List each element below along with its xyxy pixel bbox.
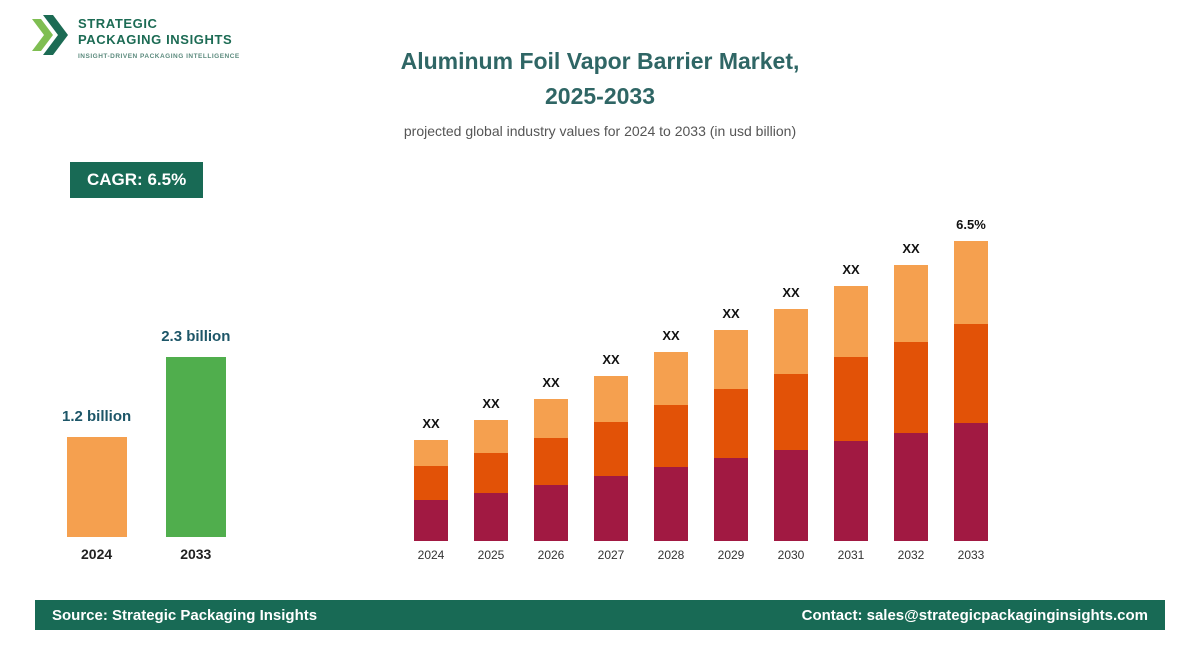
footer-source: Source: Strategic Packaging Insights	[52, 606, 318, 624]
middle-segment	[414, 466, 448, 500]
title-block: Aluminum Foil Vapor Barrier Market, 2025…	[290, 44, 910, 139]
bar-year-label: 2030	[777, 548, 805, 562]
bar-group: XX 2026	[534, 375, 568, 562]
bar-year-label: 2031	[837, 548, 865, 562]
middle-segment	[474, 453, 508, 493]
bar-year-label: 2024	[417, 548, 445, 562]
logo: STRATEGIC PACKAGING INSIGHTS INSIGHT-DRI…	[32, 14, 240, 60]
mini-bar-group: 1.2 billion 2024	[62, 408, 131, 562]
middle-segment	[594, 422, 628, 476]
summary-bar-chart: 1.2 billion 2024 2.3 billion 2033	[62, 328, 230, 562]
bar-group: 6.5% 2033	[954, 217, 988, 562]
middle-segment	[894, 342, 928, 433]
bar-year-label: 2029	[717, 548, 745, 562]
top-segment	[474, 420, 508, 453]
bar-value-label: XX	[782, 285, 800, 300]
bar-value-label: XX	[662, 328, 680, 343]
bar-stack	[714, 330, 748, 541]
middle-segment	[954, 324, 988, 423]
footer-bar: Source: Strategic Packaging Insights Con…	[35, 600, 1165, 630]
logo-text: STRATEGIC PACKAGING INSIGHTS INSIGHT-DRI…	[78, 14, 240, 60]
bar-group: XX 2030	[774, 285, 808, 562]
top-segment	[414, 440, 448, 466]
bottom-segment	[954, 423, 988, 541]
bar-year-label: 2028	[657, 548, 685, 562]
stacked-bar-chart: XX 2024 XX 2025 XX 2026 XX 2027 XX 2028 XX 2029 XX 20…	[414, 217, 988, 562]
bar-stack	[774, 309, 808, 541]
bar-group: XX 2031	[834, 262, 868, 562]
middle-segment	[654, 405, 688, 467]
bar-stack	[534, 399, 568, 541]
mini-year-label: 2024	[81, 546, 113, 562]
bar-value-label: XX	[902, 241, 920, 256]
bottom-segment	[714, 458, 748, 541]
mini-value-label: 1.2 billion	[62, 408, 132, 425]
top-segment	[774, 309, 808, 374]
bar-stack	[414, 440, 448, 541]
bottom-segment	[414, 500, 448, 541]
bottom-segment	[534, 485, 568, 541]
bar-group: XX 2027	[594, 352, 628, 562]
bar-year-label: 2032	[897, 548, 925, 562]
footer-contact: Contact: sales@strategicpackaginginsight…	[801, 606, 1148, 624]
logo-line2: PACKAGING INSIGHTS	[78, 32, 233, 47]
middle-segment	[534, 438, 568, 485]
top-segment	[594, 376, 628, 422]
mini-bar-group: 2.3 billion 2033	[161, 328, 230, 562]
middle-segment	[714, 389, 748, 458]
logo-chevron-icon	[32, 15, 68, 55]
bar-year-label: 2025	[477, 548, 505, 562]
bar-stack	[894, 265, 928, 541]
top-segment	[894, 265, 928, 342]
bar-year-label: 2033	[957, 548, 985, 562]
page-title-line2: 2025-2033	[545, 83, 655, 109]
bar-group: XX 2032	[894, 241, 928, 562]
cagr-badge: CAGR: 6.5%	[70, 162, 204, 198]
bar-year-label: 2026	[537, 548, 565, 562]
bottom-segment	[654, 467, 688, 541]
mini-year-label: 2033	[180, 546, 212, 562]
logo-tagline: INSIGHT-DRIVEN PACKAGING INTELLIGENCE	[78, 53, 240, 60]
mini-bar	[66, 437, 127, 537]
bottom-segment	[894, 433, 928, 541]
bar-value-label: XX	[842, 262, 860, 277]
top-segment	[954, 241, 988, 324]
bar-stack	[474, 420, 508, 541]
bar-value-label: XX	[422, 416, 440, 431]
top-segment	[834, 286, 868, 357]
bar-stack	[834, 286, 868, 541]
page-title-line1: Aluminum Foil Vapor Barrier Market,	[400, 48, 800, 74]
bar-year-label: 2027	[597, 548, 625, 562]
bar-group: XX 2024	[414, 416, 448, 562]
bottom-segment	[594, 476, 628, 541]
bar-stack	[654, 352, 688, 541]
logo-line1: STRATEGIC	[78, 16, 158, 31]
bar-value-label: XX	[482, 396, 500, 411]
page-subtitle: projected global industry values for 202…	[403, 123, 797, 139]
bar-group: XX 2028	[654, 328, 688, 562]
middle-segment	[834, 357, 868, 441]
top-segment	[534, 399, 568, 438]
bottom-segment	[474, 493, 508, 541]
bar-value-label: XX	[542, 375, 560, 390]
bar-value-label: 6.5%	[956, 217, 986, 232]
top-segment	[654, 352, 688, 405]
bar-value-label: XX	[722, 306, 740, 321]
bar-value-label: XX	[602, 352, 620, 367]
bar-group: XX 2029	[714, 306, 748, 562]
mini-value-label: 2.3 billion	[161, 328, 231, 345]
top-segment	[714, 330, 748, 389]
bar-group: XX 2025	[474, 396, 508, 562]
mini-bar	[165, 357, 226, 537]
middle-segment	[774, 374, 808, 450]
bar-stack	[954, 241, 988, 541]
bottom-segment	[834, 441, 868, 541]
bar-stack	[594, 376, 628, 541]
bottom-segment	[774, 450, 808, 541]
